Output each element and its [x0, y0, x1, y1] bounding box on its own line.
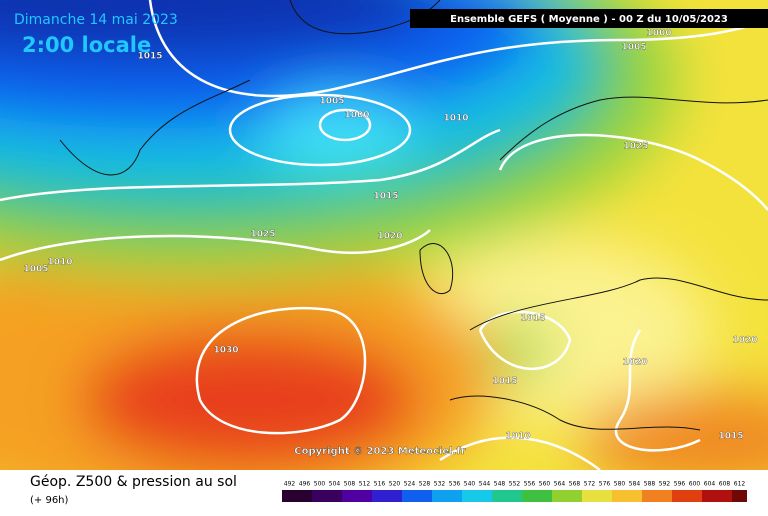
- colorbar-swatch: [642, 490, 657, 502]
- colorbar-swatch: [297, 490, 312, 502]
- colorbar-swatch: [717, 490, 732, 502]
- colorbar-label: 552: [509, 481, 521, 488]
- time: 2:00 locale: [22, 33, 151, 57]
- isobar-label: 1005: [621, 43, 646, 53]
- colorbar-swatch: [687, 490, 702, 502]
- isobar-label: 1010: [443, 114, 468, 124]
- colorbar-swatch: [507, 490, 522, 502]
- colorbar-label: 492: [284, 481, 296, 488]
- colorbar-swatch: [282, 490, 297, 502]
- model-banner: [410, 9, 768, 28]
- colorbar-label: 496: [299, 481, 311, 488]
- isobar-label: 1015: [373, 192, 398, 202]
- colorbar-label: 572: [584, 481, 596, 488]
- colorbar-label: 512: [359, 481, 371, 488]
- footer-lead: (+ 96h): [30, 495, 69, 506]
- colorbar-label: 608: [719, 481, 731, 488]
- colorbar-label: 560: [539, 481, 551, 488]
- isobar-label: 1010: [505, 432, 530, 442]
- colorbar-swatch: [312, 490, 327, 502]
- footer-title: Géop. Z500 & pression au sol: [30, 474, 237, 490]
- isobar-label: 1015: [718, 432, 743, 442]
- isobar-label: 1000: [646, 29, 671, 39]
- colorbar-label: 600: [689, 481, 701, 488]
- colorbar-swatch: [657, 490, 672, 502]
- colorbar-label: 584: [629, 481, 641, 488]
- colorbar-swatch: [522, 490, 537, 502]
- colorbar-label: 556: [524, 481, 536, 488]
- colorbar-swatch: [327, 490, 342, 502]
- colorbar-swatch: [672, 490, 687, 502]
- colorbar-swatch: [387, 490, 402, 502]
- colorbar-label: 564: [554, 481, 566, 488]
- colorbar-swatch: [357, 490, 372, 502]
- colorbar-swatch: [492, 490, 507, 502]
- isobar-label: 1025: [250, 230, 275, 240]
- colorbar-label: 536: [449, 481, 461, 488]
- isobar-label: 1020: [622, 358, 647, 368]
- copyright: Copyright © 2023 Meteociel.fr: [294, 446, 465, 457]
- colorbar-label: 500: [314, 481, 326, 488]
- colorbar-label: 596: [674, 481, 686, 488]
- colorbar-label: 540: [464, 481, 476, 488]
- colorbar-swatch: [477, 490, 492, 502]
- colorbar-swatch: [402, 490, 417, 502]
- isobar-label: 1020: [377, 232, 402, 242]
- colorbar-swatch: [447, 490, 462, 502]
- colorbar-label: 592: [659, 481, 671, 488]
- colorbar-swatch: [462, 490, 477, 502]
- colorbar-swatch: [702, 490, 717, 502]
- model: Ensemble GEFS ( Moyenne ) - 00 Z du 10/0…: [450, 14, 728, 25]
- isobar-label: 1015: [492, 377, 517, 387]
- coastlines: [59, 0, 768, 431]
- isobar-label: 1005: [319, 97, 344, 107]
- colorbar-swatch: [372, 490, 387, 502]
- colorbar-label: 508: [344, 481, 356, 488]
- isobars: [0, 0, 768, 452]
- colorbar-label: 520: [389, 481, 401, 488]
- isobar-label: 1015: [137, 52, 162, 62]
- date: Dimanche 14 mai 2023: [14, 12, 178, 28]
- colorbar-swatch: [612, 490, 627, 502]
- colorbar-label: 604: [704, 481, 716, 488]
- colorbar-swatch: [732, 490, 747, 502]
- colorbar-swatch: [537, 490, 552, 502]
- colorbar-label: 588: [644, 481, 656, 488]
- isobar-label: 1015: [520, 314, 545, 324]
- colorbar-swatch: [417, 490, 432, 502]
- colorbar-swatch: [567, 490, 582, 502]
- isobar-label: 1005: [23, 265, 48, 275]
- isobar-label: 1000: [344, 111, 369, 121]
- colorbar-label: 544: [479, 481, 491, 488]
- colorbar-label: 532: [434, 481, 446, 488]
- colorbar-label: 504: [329, 481, 341, 488]
- colorbar-swatch: [342, 490, 357, 502]
- colorbar-swatch: [432, 490, 447, 502]
- colorbar-swatch: [582, 490, 597, 502]
- colorbar-label: 528: [419, 481, 431, 488]
- colorbar-swatch: [627, 490, 642, 502]
- colorbar-label: 516: [374, 481, 386, 488]
- colorbar-swatch: [552, 490, 567, 502]
- colorbar-label: 612: [734, 481, 746, 488]
- colorbar-label: 568: [569, 481, 581, 488]
- colorbar-label: 524: [404, 481, 416, 488]
- colorbar-label: 580: [614, 481, 626, 488]
- isobar-label: 1025: [623, 142, 648, 152]
- isobar-label: 1010: [47, 258, 72, 268]
- isobar-label: 1020: [732, 336, 757, 346]
- colorbar-swatch: [597, 490, 612, 502]
- colorbar-label: 576: [599, 481, 611, 488]
- colorbar: 492 496 500 504 508 512 516 520 524 528 532 536 540 5…: [282, 481, 747, 502]
- colorbar-label: 548: [494, 481, 506, 488]
- isobar-label: 1030: [213, 346, 238, 356]
